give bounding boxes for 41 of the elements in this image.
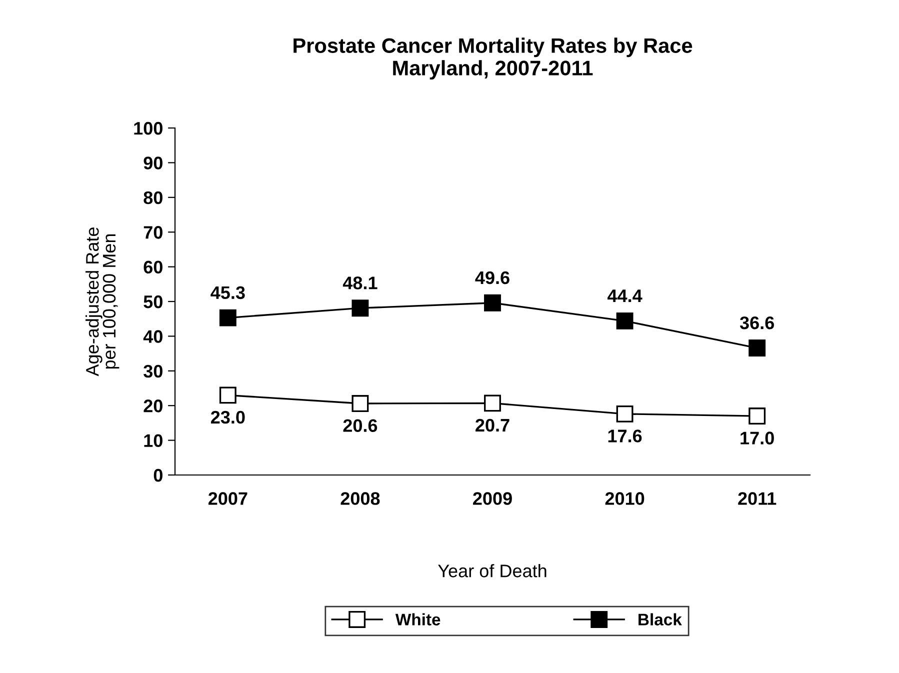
y-tick-label: 10 — [144, 434, 162, 448]
y-tick-label: 100 — [134, 122, 162, 135]
y-tick-label: 60 — [144, 260, 162, 274]
y-tick-label: 30 — [144, 364, 162, 378]
x-tick-label: 2010 — [605, 492, 644, 505]
legend-label: White — [395, 613, 440, 626]
y-tick-label: 0 — [154, 468, 162, 482]
data-label: 36.6 — [740, 316, 774, 330]
data-label: 20.7 — [476, 418, 510, 432]
point — [219, 309, 236, 326]
point — [616, 312, 634, 330]
point — [748, 408, 766, 424]
point — [484, 394, 501, 412]
data-label: 17.0 — [740, 432, 774, 444]
x-tick-label: 2011 — [738, 492, 776, 505]
data-label: 17.6 — [608, 430, 642, 442]
y-tick-label: 90 — [144, 156, 162, 170]
y-tick-label: 40 — [143, 330, 162, 343]
x-axis-title: Year of Death — [438, 564, 546, 578]
y-tick-label: 50 — [144, 295, 162, 308]
point — [352, 395, 369, 412]
point — [484, 294, 501, 312]
point — [219, 386, 236, 404]
data-label: 44.4 — [607, 290, 642, 302]
point — [748, 340, 766, 356]
y-tick-label: 70 — [144, 226, 162, 239]
data-label: 20.6 — [343, 419, 378, 432]
x-tick-label: 2007 — [208, 492, 248, 505]
data-label: 49.6 — [475, 271, 510, 284]
data-label: 23.0 — [210, 410, 245, 424]
point — [616, 405, 634, 422]
data-label: 45.3 — [210, 286, 245, 300]
legend-label: Black — [638, 613, 682, 626]
data-label: 48.1 — [342, 276, 378, 290]
y-axis-title: Age-adjusted Rate per 100,000 Men — [86, 228, 120, 376]
y-tick-label: 80 — [144, 191, 162, 204]
point — [352, 300, 369, 317]
x-tick-label: 2009 — [473, 492, 512, 505]
chart-title: Prostate Cancer Mortality Rates by Race Maryland, 2007-2011 — [294, 38, 692, 80]
x-tick-label: 2008 — [340, 492, 380, 505]
y-tick-label: 20 — [144, 400, 162, 412]
